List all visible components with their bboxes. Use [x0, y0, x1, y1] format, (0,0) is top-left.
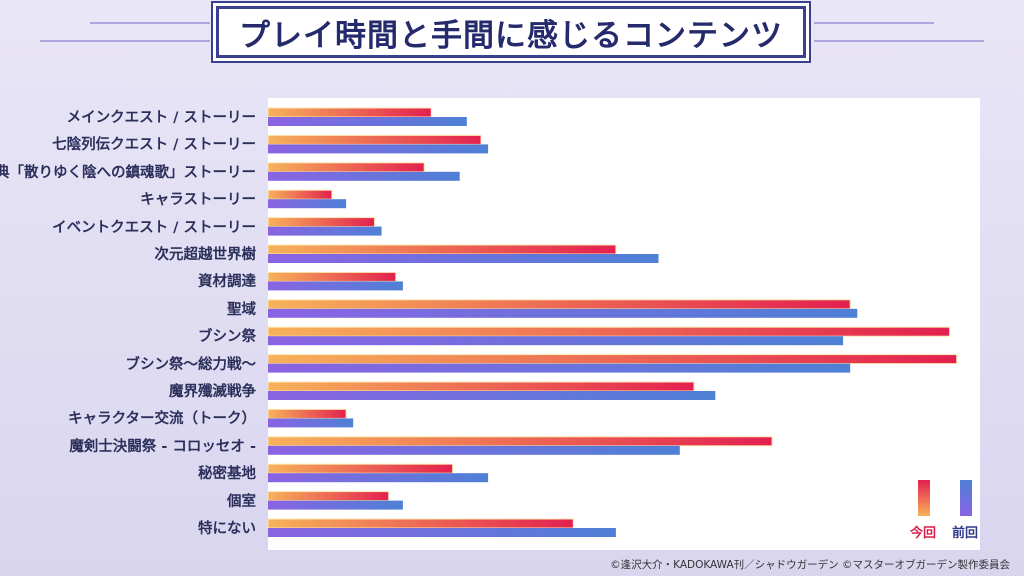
category-label: 魔界殲滅戦争	[169, 384, 256, 400]
bar-previous	[268, 445, 680, 455]
category-label: キャラストーリー	[140, 192, 256, 209]
bar-current	[267, 134, 482, 145]
category-label: イベントクエスト / ストーリー	[52, 219, 256, 236]
category-label: ブシン祭	[198, 329, 256, 346]
bar-previous	[268, 336, 844, 346]
legend-previous-swatch	[960, 480, 972, 516]
bar-current	[267, 491, 390, 502]
category-label: 魔剣士決闘祭 - コロッセオ -	[69, 438, 256, 455]
bar-current	[267, 244, 617, 255]
bar-current	[267, 299, 851, 310]
category-label: 次元超越世界樹	[154, 247, 257, 263]
category-label: 秘密基地	[198, 466, 256, 483]
bar-current	[267, 271, 397, 282]
bar-previous	[268, 144, 489, 154]
bar-current	[267, 408, 347, 419]
bar-current	[267, 326, 951, 337]
decorative-line-left-lower	[40, 40, 210, 42]
decorative-line-left	[90, 22, 210, 24]
category-label: メインクエスト / ストーリー	[66, 110, 256, 126]
legend-previous-label: 前回	[952, 526, 979, 541]
bar-current	[267, 217, 375, 228]
bar-previous	[268, 473, 489, 483]
bar-current	[267, 463, 454, 474]
chart-title: プレイ時間と手間に感じるコンテンツ	[239, 17, 783, 54]
category-label: 資材調達	[198, 274, 256, 291]
bar-current	[267, 436, 773, 447]
decorative-line-right	[814, 22, 934, 24]
bar-previous	[268, 500, 403, 510]
bar-previous	[268, 308, 858, 318]
bar-previous	[268, 117, 467, 126]
copyright-notice: ©逢沢大介・KADOKAWA刊／シャドウガーデン ©マスターオブガーデン製作委員…	[610, 559, 1010, 571]
bar-current	[267, 107, 432, 118]
category-label: 個室	[227, 493, 256, 510]
category-label: 聖域	[227, 301, 256, 318]
bar-previous	[268, 528, 616, 537]
category-label: 七陰列伝クエスト / ストーリー	[52, 137, 256, 154]
bar-previous	[268, 226, 382, 236]
category-label: ブシン祭～総力戦～	[125, 356, 257, 373]
bar-current	[267, 518, 574, 529]
legend-current-label: 今回	[910, 526, 937, 541]
bar-previous	[268, 418, 354, 428]
bar-previous	[268, 199, 347, 209]
title-plate: プレイ時間と手間に感じるコンテンツ	[216, 6, 806, 58]
bar-current	[267, 354, 958, 365]
bar-current	[267, 162, 425, 173]
bar-current	[267, 381, 695, 392]
bar-previous	[268, 363, 851, 373]
bar-previous	[268, 254, 659, 263]
decorative-line-right-lower	[814, 40, 984, 42]
category-label: 外典「散りゆく陰への鎮魂歌」ストーリー	[0, 164, 256, 181]
bar-current	[267, 189, 333, 200]
category-labels: メインクエスト / ストーリー七陰列伝クエスト / ストーリー外典「散りゆく陰へ…	[0, 0, 264, 576]
bar-previous	[268, 281, 403, 291]
category-label: 特にない	[198, 521, 256, 537]
legend-current-swatch	[918, 480, 930, 516]
bar-previous	[268, 391, 716, 400]
category-label: キャラクター交流（トーク）	[68, 411, 256, 428]
bar-previous	[268, 171, 460, 181]
